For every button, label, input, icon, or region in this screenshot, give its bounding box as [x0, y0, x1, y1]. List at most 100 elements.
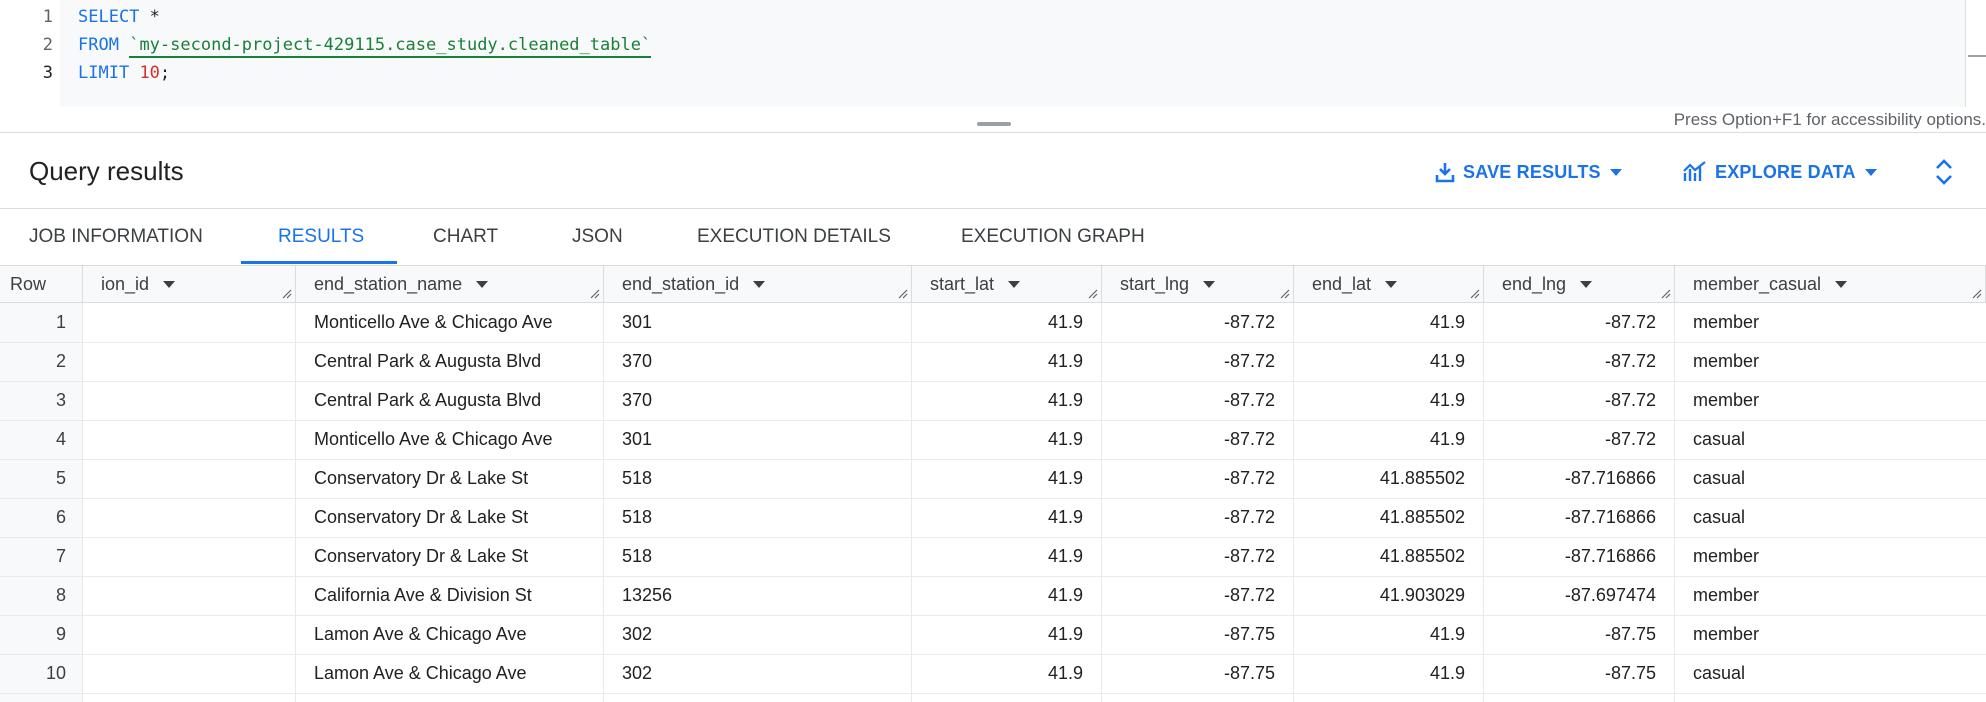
- end-lat-cell[interactable]: 41.9: [1429, 351, 1465, 371]
- row-number-cell[interactable]: 4: [55, 429, 66, 449]
- start-lng-cell[interactable]: -87.75: [1223, 624, 1275, 644]
- end-station-id-cell[interactable]: 13256: [622, 585, 673, 605]
- end-station-name-cell[interactable]: California Ave & Division St: [314, 585, 532, 605]
- end-station-name-cell[interactable]: Conservatory Dr & Lake St: [314, 546, 529, 566]
- start-lng-cell[interactable]: -87.72: [1223, 507, 1275, 527]
- row-number-cell[interactable]: 6: [55, 507, 66, 527]
- ion-id-cell[interactable]: [83, 342, 296, 381]
- start-lat-cell[interactable]: 41.9: [1047, 663, 1083, 683]
- end-lng-cell[interactable]: -87.75: [1604, 624, 1656, 644]
- row-number-cell[interactable]: 1: [55, 312, 66, 332]
- tab-execution-graph[interactable]: EXECUTION GRAPH: [961, 226, 1145, 247]
- member-casual-cell[interactable]: member: [1693, 624, 1760, 644]
- end-station-name-cell[interactable]: Monticello Ave & Chicago Ave: [314, 312, 553, 332]
- start-lat-cell[interactable]: 41.9: [1047, 429, 1083, 449]
- end-station-id-cell[interactable]: 301: [622, 312, 653, 332]
- header-end-station-name[interactable]: end_station_name: [296, 266, 604, 303]
- start-lat-cell[interactable]: 41.9: [1047, 624, 1083, 644]
- resize-grip-icon[interactable]: [590, 289, 600, 299]
- end-station-id-cell[interactable]: 518: [622, 546, 653, 566]
- end-lat-cell[interactable]: 41.885502: [1379, 507, 1465, 527]
- column-menu-caret-icon[interactable]: [163, 280, 176, 288]
- end-station-name-cell[interactable]: Monticello Ave & Chicago Ave: [314, 429, 553, 449]
- end-station-name-cell[interactable]: Conservatory Dr & Lake St: [314, 468, 529, 488]
- ion-id-cell[interactable]: [83, 576, 296, 615]
- member-casual-cell[interactable]: member: [1693, 390, 1760, 410]
- end-lng-cell[interactable]: -87.716866: [1564, 468, 1656, 488]
- ion-id-cell[interactable]: [83, 459, 296, 498]
- end-lat-cell[interactable]: 41.9: [1429, 663, 1465, 683]
- start-lat-cell[interactable]: 41.9: [1047, 351, 1083, 371]
- ion-id-cell[interactable]: [83, 654, 296, 693]
- end-lng-cell[interactable]: -87.72: [1604, 390, 1656, 410]
- ion-id-cell[interactable]: [83, 615, 296, 654]
- tab-results[interactable]: RESULTS: [278, 226, 365, 247]
- expand-collapse-icon[interactable]: [1930, 157, 1958, 187]
- end-station-id-cell[interactable]: 301: [622, 429, 653, 449]
- column-menu-caret-icon[interactable]: [753, 280, 766, 288]
- start-lat-cell[interactable]: 41.9: [1047, 390, 1083, 410]
- end-lng-cell[interactable]: -87.75: [1604, 663, 1656, 683]
- row-number-cell[interactable]: 5: [55, 468, 66, 488]
- end-station-id-cell[interactable]: 302: [622, 663, 653, 683]
- start-lat-cell[interactable]: 41.9: [1047, 507, 1083, 527]
- end-lng-cell[interactable]: -87.72: [1604, 351, 1656, 371]
- start-lng-cell[interactable]: -87.72: [1223, 429, 1275, 449]
- header-start-lng[interactable]: start_lng: [1102, 266, 1294, 303]
- end-lng-cell[interactable]: -87.72: [1604, 312, 1656, 332]
- column-menu-caret-icon[interactable]: [1008, 280, 1021, 288]
- resize-grip-icon[interactable]: [282, 289, 292, 299]
- member-casual-cell[interactable]: member: [1693, 585, 1760, 605]
- end-station-id-cell[interactable]: 518: [622, 507, 653, 527]
- editor-scrollbar[interactable]: [1965, 0, 1986, 107]
- start-lat-cell[interactable]: 41.9: [1047, 546, 1083, 566]
- end-station-name-cell[interactable]: Central Park & Augusta Blvd: [314, 390, 542, 410]
- end-station-id-cell[interactable]: 518: [622, 468, 653, 488]
- editor-resize-handle[interactable]: [977, 122, 1011, 126]
- ion-id-cell[interactable]: [83, 381, 296, 420]
- end-lat-cell[interactable]: 41.885502: [1379, 546, 1465, 566]
- row-number-cell[interactable]: 9: [55, 624, 66, 644]
- save-results-button[interactable]: SAVE RESULTS: [1435, 156, 1623, 188]
- end-station-id-cell[interactable]: 370: [622, 390, 653, 410]
- start-lng-cell[interactable]: -87.72: [1223, 351, 1275, 371]
- resize-grip-icon[interactable]: [1470, 289, 1480, 299]
- ion-id-cell[interactable]: [83, 498, 296, 537]
- code-line-1[interactable]: SELECT *: [78, 3, 160, 31]
- explore-data-button[interactable]: EXPLORE DATA: [1683, 156, 1878, 188]
- start-lat-cell[interactable]: 41.9: [1047, 312, 1083, 332]
- code-line-2[interactable]: FROM `my-second-project-429115.case_stud…: [78, 31, 652, 59]
- end-lat-cell[interactable]: 41.885502: [1379, 468, 1465, 488]
- row-number-cell[interactable]: 10: [45, 663, 66, 683]
- end-lng-cell[interactable]: -87.716866: [1564, 546, 1656, 566]
- sql-editor[interactable]: 1 2 3 SELECT * FROM `my-second-project-4…: [0, 0, 1986, 107]
- row-number-cell[interactable]: 3: [55, 390, 66, 410]
- header-end-lat[interactable]: end_lat: [1294, 266, 1484, 303]
- end-station-name-cell[interactable]: Central Park & Augusta Blvd: [314, 351, 542, 371]
- tab-job-information[interactable]: JOB INFORMATION: [29, 226, 203, 247]
- start-lat-cell[interactable]: 41.9: [1047, 468, 1083, 488]
- end-lat-cell[interactable]: 41.9: [1429, 390, 1465, 410]
- resize-grip-icon[interactable]: [1280, 289, 1290, 299]
- start-lng-cell[interactable]: -87.75: [1223, 663, 1275, 683]
- end-lat-cell[interactable]: 41.9: [1429, 624, 1465, 644]
- start-lng-cell[interactable]: -87.72: [1223, 312, 1275, 332]
- resize-grip-icon[interactable]: [1088, 289, 1098, 299]
- start-lng-cell[interactable]: -87.72: [1223, 468, 1275, 488]
- column-menu-caret-icon[interactable]: [1580, 280, 1593, 288]
- end-lat-cell[interactable]: 41.9: [1429, 312, 1465, 332]
- code-line-3[interactable]: LIMIT 10;: [78, 59, 170, 87]
- header-start-lat[interactable]: start_lat: [912, 266, 1102, 303]
- start-lng-cell[interactable]: -87.72: [1223, 390, 1275, 410]
- column-menu-caret-icon[interactable]: [476, 280, 489, 288]
- member-casual-cell[interactable]: casual: [1693, 429, 1746, 449]
- code-area[interactable]: [60, 0, 1966, 107]
- header-end-station-id[interactable]: end_station_id: [604, 266, 912, 303]
- member-casual-cell[interactable]: casual: [1693, 468, 1746, 488]
- end-station-name-cell[interactable]: Lamon Ave & Chicago Ave: [314, 624, 527, 644]
- end-lng-cell[interactable]: -87.716866: [1564, 507, 1656, 527]
- end-station-name-cell[interactable]: Conservatory Dr & Lake St: [314, 507, 529, 527]
- tab-execution-details[interactable]: EXECUTION DETAILS: [697, 226, 891, 247]
- end-lat-cell[interactable]: 41.903029: [1379, 585, 1465, 605]
- tab-chart[interactable]: CHART: [433, 226, 499, 247]
